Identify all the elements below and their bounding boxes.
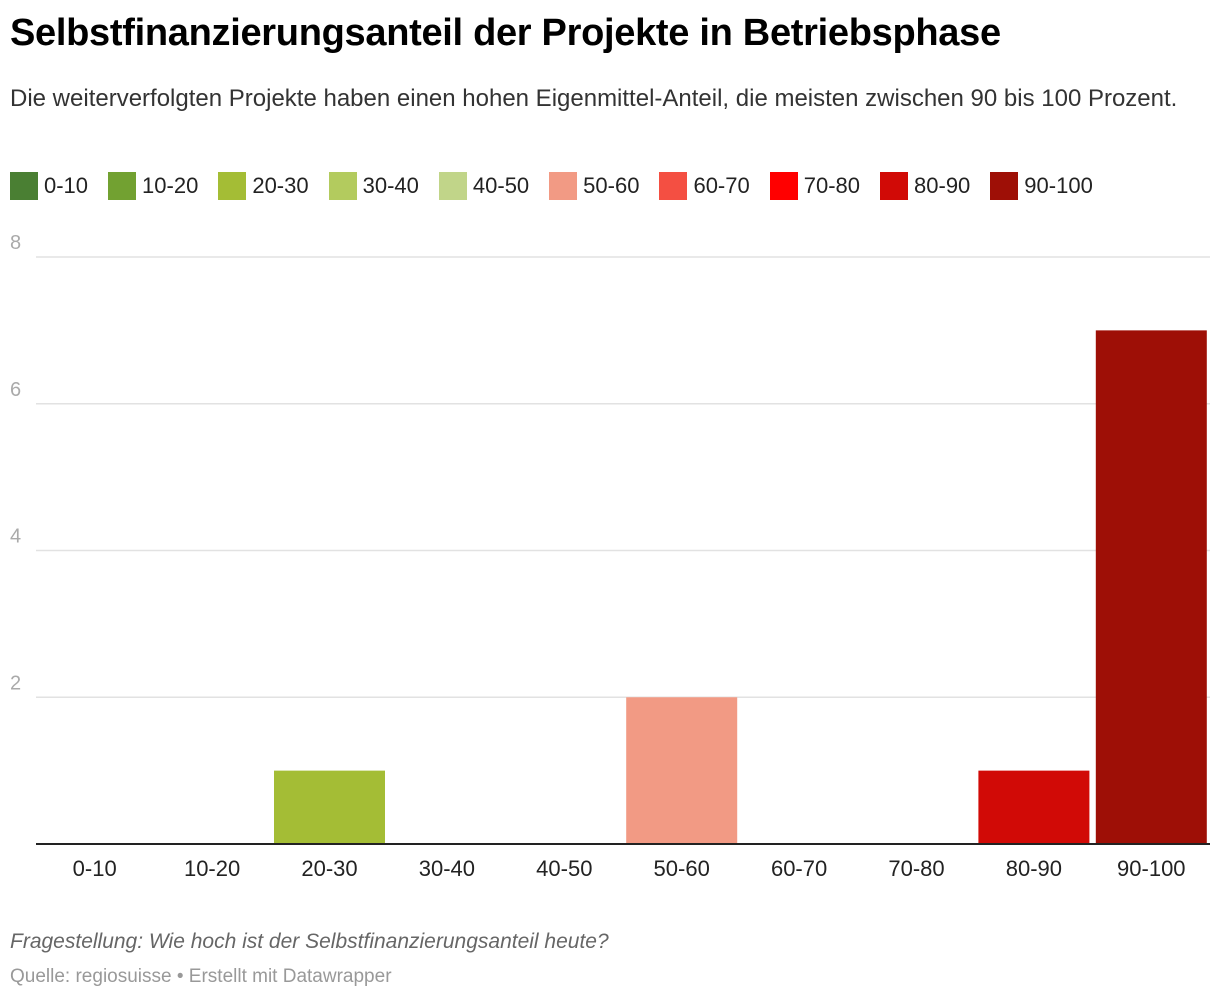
- x-tick-label: 0-10: [73, 856, 117, 881]
- x-tick-label: 20-30: [301, 856, 357, 881]
- legend-item: 50-60: [549, 172, 639, 200]
- y-tick-label: 4: [10, 526, 21, 548]
- legend-swatch: [218, 172, 247, 200]
- bar-chart: 2 4 6 8 0-10 10-20 20-30 30-40 40-50 50-60 60-70 70…: [10, 232, 1210, 881]
- x-tick-label: 60-70: [771, 856, 827, 881]
- chart-subtitle: Die weiterverfolgten Projekte haben eine…: [10, 85, 1178, 112]
- legend-swatch: [328, 172, 357, 200]
- legend-swatch: [10, 172, 38, 200]
- y-tick-label: 6: [10, 379, 21, 401]
- x-tick-label: 40-50: [536, 856, 592, 881]
- x-tick-label: 50-60: [654, 856, 710, 881]
- legend-label: 10-20: [142, 173, 199, 198]
- legend-swatch: [659, 172, 688, 200]
- legend-item: 40-50: [438, 172, 530, 200]
- bar: [626, 697, 738, 844]
- x-tick-label: 80-90: [1006, 856, 1062, 881]
- legend-swatch: [549, 172, 578, 200]
- legend-label: 70-80: [803, 173, 861, 198]
- bar: [978, 770, 1090, 844]
- source-note: Quelle: regiosuisse • Erstellt mit Dataw…: [10, 966, 392, 987]
- y-tick-label: 8: [10, 232, 21, 254]
- legend-swatch: [769, 172, 798, 200]
- legend-label: 60-70: [693, 173, 750, 198]
- y-tick-label: 2: [10, 672, 21, 694]
- bar: [274, 770, 385, 844]
- legend-item: 90-100: [990, 172, 1093, 200]
- legend-swatch: [108, 172, 137, 200]
- legend-item: 30-40: [328, 172, 419, 200]
- legend-label: 90-100: [1024, 173, 1093, 198]
- legend-label: 0-10: [44, 173, 89, 198]
- legend-item: 0-10: [10, 172, 88, 200]
- legend-label: 20-30: [252, 173, 309, 198]
- legend-swatch: [880, 172, 909, 200]
- bar: [1095, 330, 1207, 844]
- question-note: Fragestellung: Wie hoch ist der Selbstfi…: [10, 930, 609, 953]
- legend-swatch: [990, 172, 1019, 200]
- legend-item: 60-70: [659, 172, 750, 200]
- legend-swatch: [438, 172, 467, 200]
- legend-item: 80-90: [880, 172, 970, 200]
- x-tick-label: 10-20: [184, 856, 240, 881]
- legend-label: 40-50: [472, 173, 530, 198]
- legend-item: 20-30: [218, 172, 309, 200]
- legend-label: 30-40: [362, 173, 419, 198]
- chart-title: Selbstfinanzierungsanteil der Projekte i…: [10, 12, 1001, 54]
- legend: 0-10 10-20 20-30 30-40 40-50 50-60 60-70…: [10, 172, 1113, 200]
- legend-item: 70-80: [769, 172, 861, 200]
- legend-label: 50-60: [583, 173, 640, 198]
- x-tick-label: 30-40: [419, 856, 475, 881]
- x-tick-label: 70-80: [888, 856, 944, 881]
- legend-label: 80-90: [914, 173, 971, 198]
- legend-item: 10-20: [108, 172, 198, 200]
- x-tick-label: 90-100: [1117, 856, 1186, 881]
